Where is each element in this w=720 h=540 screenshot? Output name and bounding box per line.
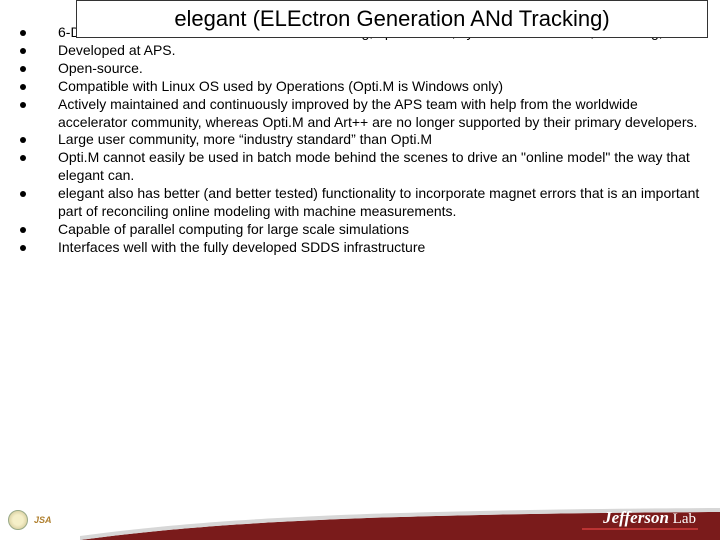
bullet-list: 6-D accelerator simulation code that doe… bbox=[12, 24, 708, 257]
footer: JSA Jefferson Lab bbox=[0, 500, 720, 540]
footer-left-logos: JSA bbox=[0, 500, 80, 540]
list-item: elegant also has better (and better test… bbox=[12, 185, 708, 221]
slide-body: 6-D accelerator simulation code that doe… bbox=[12, 24, 708, 257]
list-item: Interfaces well with the fully developed… bbox=[12, 239, 708, 257]
list-item: Actively maintained and continuously imp… bbox=[12, 96, 708, 132]
list-item: Capable of parallel computing for large … bbox=[12, 221, 708, 239]
title-bar: elegant (ELEctron Generation ANd Trackin… bbox=[76, 0, 708, 38]
jsa-label: JSA bbox=[34, 515, 52, 525]
list-item: Compatible with Linux OS used by Operati… bbox=[12, 78, 708, 96]
jlab-underline-icon bbox=[582, 528, 698, 530]
slide-title: elegant (ELEctron Generation ANd Trackin… bbox=[174, 6, 609, 32]
jlab-script: Jefferson bbox=[603, 508, 669, 527]
jlab-rest: Lab bbox=[669, 511, 696, 527]
doe-seal-icon bbox=[8, 510, 28, 530]
list-item: Open-source. bbox=[12, 60, 708, 78]
footer-swoosh: Jefferson Lab bbox=[80, 500, 720, 540]
jefferson-lab-label: Jefferson Lab bbox=[603, 508, 696, 528]
list-item: Opti.M cannot easily be used in batch mo… bbox=[12, 149, 708, 185]
list-item: Large user community, more “industry sta… bbox=[12, 131, 708, 149]
list-item: Developed at APS. bbox=[12, 42, 708, 60]
